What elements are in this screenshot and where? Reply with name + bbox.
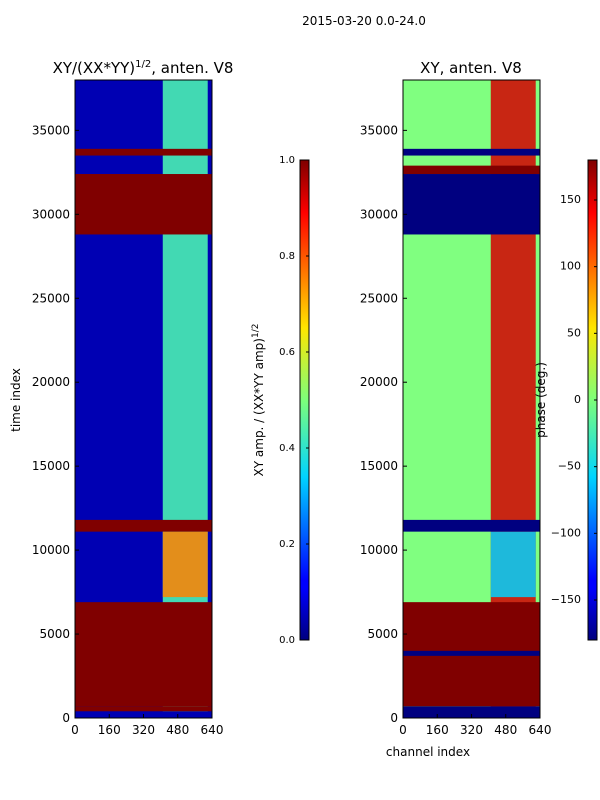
colorbar-tick-label: 50	[567, 326, 581, 339]
left-y-axis-label: time index	[9, 368, 23, 432]
colorbar-tick-label: 0.2	[279, 539, 295, 550]
y-tick-label: 20000	[360, 375, 398, 389]
right-y-ticks: 0 5000 10000 15000 20000 25000 30000 35000	[360, 123, 407, 725]
right-panel: XY, anten. V8 0 160 320 480 640 0 5000 10000 15…	[360, 59, 552, 759]
left-heatmap	[75, 80, 212, 718]
figure-suptitle: 2015-03-20 0.0-24.0	[302, 14, 426, 28]
left-colorbar-gradient	[299, 159, 310, 641]
left-colorbar-ticks: 0.0 0.2 0.4 0.6 0.8 1.0	[279, 155, 309, 646]
heatmap-band	[75, 148, 212, 156]
y-tick-label: 30000	[360, 207, 398, 221]
y-tick-label: 15000	[32, 459, 70, 473]
right-x-ticks: 0 160 320 480 640	[399, 714, 551, 737]
x-tick-label: 480	[166, 723, 189, 737]
heatmap-region	[162, 531, 208, 598]
colorbar-tick-label: 100	[560, 260, 581, 273]
heatmap-band	[403, 165, 540, 175]
heatmap-band	[75, 519, 212, 532]
x-tick-label: 480	[494, 723, 517, 737]
right-colorbar: −150 −100 −50 0 50 100 150 phase (deg.)	[534, 159, 598, 641]
colorbar-tick-label: 0.6	[279, 347, 295, 358]
colorbar-tick-label: 150	[560, 193, 581, 206]
colorbar-tick-label: −100	[551, 526, 581, 539]
heatmap-band	[75, 706, 212, 712]
y-tick-label: 10000	[32, 543, 70, 557]
x-tick-label: 0	[71, 723, 79, 737]
y-tick-label: 0	[62, 711, 70, 725]
y-tick-label: 15000	[360, 459, 398, 473]
heatmap-band	[403, 650, 540, 656]
left-x-ticks: 0 160 320 480 640	[71, 714, 223, 737]
heatmap-band	[75, 602, 212, 707]
heatmap-band	[403, 148, 540, 156]
x-tick-label: 640	[529, 723, 552, 737]
y-tick-label: 35000	[32, 123, 70, 137]
right-heatmap	[403, 80, 540, 718]
heatmap-band	[403, 519, 540, 532]
colorbar-tick-label: 0.4	[279, 443, 295, 454]
y-tick-label: 25000	[32, 291, 70, 305]
colorbar-tick-label: 1.0	[279, 155, 295, 166]
colorbar-tick-label: 0.8	[279, 251, 295, 262]
heatmap-band	[403, 174, 540, 235]
x-tick-label: 320	[132, 723, 155, 737]
y-tick-label: 0	[390, 711, 398, 725]
left-colorbar-label: XY amp. / (XX*YY amp)1/2	[251, 324, 266, 477]
right-title: XY, anten. V8	[420, 59, 522, 77]
y-tick-label: 25000	[360, 291, 398, 305]
left-y-ticks: 0 5000 10000 15000 20000 25000 30000 35000	[32, 123, 79, 725]
x-tick-label: 320	[460, 723, 483, 737]
colorbar-tick-label: −50	[558, 460, 581, 473]
y-tick-label: 5000	[39, 627, 70, 641]
left-title: XY/(XX*YY)1/2, anten. V8	[53, 59, 234, 77]
colorbar-tick-label: −150	[551, 593, 581, 606]
left-panel: XY/(XX*YY)1/2, anten. V8 0 160 320 480 640 0…	[9, 59, 233, 737]
y-tick-label: 10000	[360, 543, 398, 557]
heatmap-band	[75, 174, 212, 235]
right-colorbar-label: phase (deg.)	[534, 362, 548, 438]
x-tick-label: 640	[201, 723, 224, 737]
y-tick-label: 20000	[32, 375, 70, 389]
x-tick-label: 0	[399, 723, 407, 737]
heatmap-region	[490, 531, 536, 598]
y-tick-label: 5000	[367, 627, 398, 641]
colorbar-tick-label: 0.0	[279, 635, 295, 646]
colorbar-tick-label: 0	[574, 393, 581, 406]
left-colorbar: 0.0 0.2 0.4 0.6 0.8 1.0 XY amp. / (XX*YY amp)…	[251, 155, 310, 646]
y-tick-label: 30000	[32, 207, 70, 221]
y-tick-label: 35000	[360, 123, 398, 137]
x-tick-label: 160	[426, 723, 449, 737]
right-x-axis-label: channel index	[386, 745, 470, 759]
x-tick-label: 160	[98, 723, 121, 737]
heatmap-band	[403, 706, 540, 718]
right-colorbar-ticks: −150 −100 −50 0 50 100 150	[551, 193, 597, 606]
